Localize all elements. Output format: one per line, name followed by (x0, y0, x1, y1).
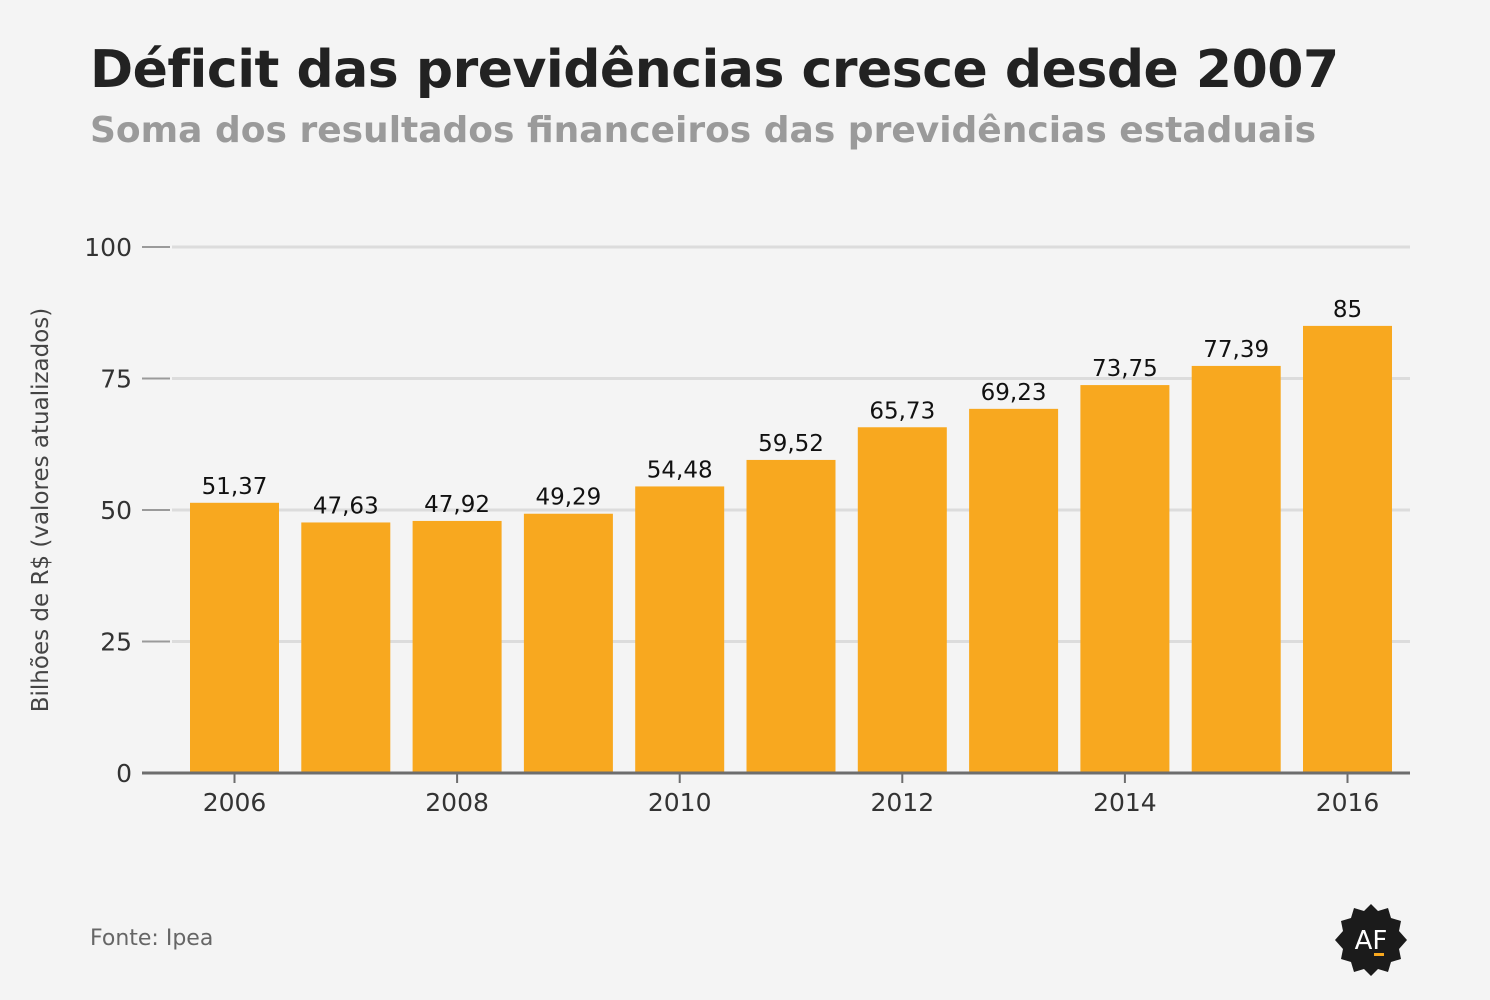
bar (1191, 365, 1281, 773)
data-label: 85 (1333, 297, 1362, 323)
bar (746, 459, 836, 773)
y-tick-label: 50 (100, 496, 132, 525)
y-tick-label: 100 (84, 233, 132, 262)
data-label: 51,37 (202, 474, 268, 500)
data-label: 47,63 (313, 493, 379, 519)
data-label: 69,23 (981, 380, 1047, 406)
bar (969, 408, 1059, 773)
x-tick-label: 2010 (648, 788, 712, 817)
data-label: 54,48 (647, 457, 713, 483)
logo-text: AF (1355, 926, 1388, 956)
bar (190, 502, 279, 773)
data-label: 77,39 (1203, 337, 1269, 363)
y-axis-label: Bilhões de R$ (valores atualizados) (28, 308, 54, 713)
chart-title: Déficit das previdências cresce desde 20… (90, 40, 1339, 100)
x-tick-label: 2012 (870, 788, 934, 817)
data-label: 47,92 (424, 492, 490, 518)
logo-accent (1374, 953, 1384, 956)
x-tick-label: 2016 (1316, 788, 1380, 817)
source-note: Fonte: Ipea (90, 926, 214, 951)
x-tick-label: 2014 (1093, 788, 1157, 817)
bar (1080, 385, 1170, 773)
bar (857, 427, 947, 773)
data-label: 73,75 (1092, 356, 1158, 382)
bar (1303, 325, 1392, 773)
bar (301, 522, 391, 773)
bar (412, 520, 502, 773)
logo-badge-shape (1335, 904, 1407, 976)
brand-logo: AF (1335, 904, 1407, 976)
data-label: 49,29 (535, 485, 601, 511)
chart-subtitle: Soma dos resultados financeiros das prev… (90, 110, 1317, 151)
bar (635, 486, 725, 773)
bar (523, 513, 613, 773)
y-tick-label: 0 (116, 759, 132, 788)
x-tick-label: 2006 (203, 788, 267, 817)
x-tick-label: 2008 (425, 788, 489, 817)
data-label: 65,73 (869, 398, 935, 424)
y-tick-label: 25 (100, 628, 132, 657)
y-tick-label: 75 (100, 365, 132, 394)
data-label: 59,52 (758, 431, 824, 457)
